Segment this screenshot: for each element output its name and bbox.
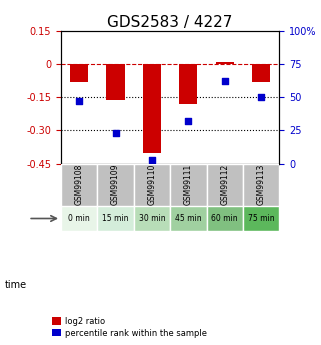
- Point: [113, 130, 118, 136]
- Point: [186, 118, 191, 124]
- Bar: [206, 206, 243, 231]
- Bar: [134, 206, 170, 231]
- Bar: [134, 164, 170, 206]
- Bar: [107, 64, 125, 100]
- Title: GDS2583 / 4227: GDS2583 / 4227: [108, 15, 233, 30]
- Bar: [170, 164, 206, 206]
- Bar: [243, 206, 279, 231]
- Text: GSM99113: GSM99113: [256, 164, 265, 205]
- Text: GSM99109: GSM99109: [111, 164, 120, 206]
- Bar: [97, 164, 134, 206]
- Bar: [206, 164, 243, 206]
- Text: time: time: [5, 280, 27, 289]
- Bar: [70, 64, 88, 82]
- Text: 30 min: 30 min: [139, 214, 165, 223]
- Bar: [252, 64, 270, 82]
- Bar: [143, 64, 161, 152]
- Bar: [97, 206, 134, 231]
- Text: 60 min: 60 min: [212, 214, 238, 223]
- Bar: [179, 64, 197, 104]
- Text: 75 min: 75 min: [248, 214, 274, 223]
- Text: 15 min: 15 min: [102, 214, 129, 223]
- Text: GSM99112: GSM99112: [220, 164, 229, 205]
- Text: GSM99111: GSM99111: [184, 164, 193, 205]
- Text: 0 min: 0 min: [68, 214, 90, 223]
- Bar: [170, 206, 206, 231]
- Bar: [61, 164, 97, 206]
- Point: [222, 79, 227, 84]
- Point: [258, 95, 264, 100]
- Point: [149, 157, 154, 162]
- Bar: [61, 206, 97, 231]
- Text: 45 min: 45 min: [175, 214, 202, 223]
- Bar: [243, 164, 279, 206]
- Text: GSM99110: GSM99110: [147, 164, 156, 205]
- Point: [77, 99, 82, 104]
- Text: GSM99108: GSM99108: [75, 164, 84, 205]
- Bar: [216, 62, 234, 64]
- Legend: log2 ratio, percentile rank within the sample: log2 ratio, percentile rank within the s…: [49, 314, 210, 341]
